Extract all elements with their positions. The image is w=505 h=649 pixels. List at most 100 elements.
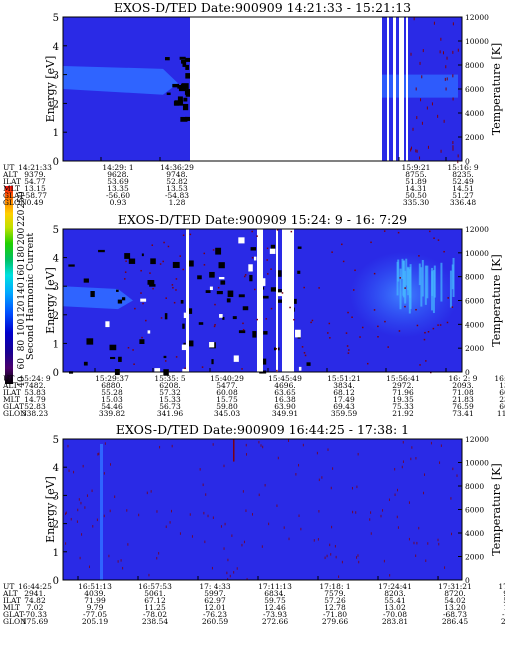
noise-mark bbox=[243, 540, 245, 544]
noise-mark bbox=[335, 555, 337, 559]
low-signal-cell bbox=[184, 116, 191, 121]
noise-mark bbox=[264, 483, 266, 487]
table-cell: 60.69 bbox=[499, 388, 505, 397]
noise-mark bbox=[245, 509, 247, 512]
y2-axis-label: Temperature [K] bbox=[490, 43, 503, 135]
noise-mark bbox=[420, 98, 422, 102]
noise-mark bbox=[373, 309, 376, 311]
table-cell: -68.73 bbox=[443, 610, 467, 619]
table-cell: 54.02 bbox=[444, 596, 466, 605]
data-gap bbox=[181, 344, 187, 351]
noise-mark bbox=[433, 237, 435, 239]
noise-mark bbox=[199, 468, 201, 471]
table-cell: 55.41 bbox=[384, 596, 405, 605]
noise-mark bbox=[260, 444, 262, 447]
table-cell: 4696. bbox=[274, 381, 295, 390]
noise-mark bbox=[298, 514, 300, 517]
noise-mark bbox=[124, 278, 126, 280]
noise-mark bbox=[396, 515, 398, 519]
noise-mark bbox=[404, 305, 406, 308]
table-cell: 23.61 bbox=[499, 395, 505, 404]
noise-mark bbox=[65, 542, 67, 545]
y2-axis-label: Temperature [K] bbox=[490, 254, 503, 346]
table-cell: 59.75 bbox=[264, 596, 286, 605]
energy-band bbox=[63, 286, 133, 310]
noise-mark bbox=[345, 332, 348, 334]
table-cell: 71.96 bbox=[392, 388, 414, 397]
panel-title: EXOS-D/TED Date:900909 14:21:33 - 15:21:… bbox=[114, 0, 411, 15]
noise-mark bbox=[437, 239, 440, 241]
noise-mark bbox=[203, 264, 206, 266]
low-signal-cell bbox=[182, 60, 187, 67]
noise-mark bbox=[140, 269, 142, 272]
panel-title: EXOS-D/TED Date:900909 15:24: 9 - 16: 7:… bbox=[118, 212, 407, 227]
noise-mark bbox=[397, 231, 400, 234]
noise-mark bbox=[355, 511, 357, 514]
noise-mark bbox=[377, 335, 379, 338]
low-signal-cell bbox=[293, 298, 297, 304]
table-cell: 17: 4:33 bbox=[199, 582, 231, 591]
data-gap bbox=[219, 314, 223, 318]
noise-mark bbox=[125, 260, 127, 262]
y-tick-label: 0 bbox=[53, 157, 59, 168]
table-cell: 8235. bbox=[452, 170, 473, 179]
table-cell: 5997. bbox=[204, 589, 225, 598]
low-signal-cell bbox=[184, 89, 194, 95]
row-label: UT bbox=[3, 582, 14, 591]
noise-mark bbox=[81, 533, 83, 536]
low-signal-cell bbox=[185, 93, 193, 97]
low-signal-cell bbox=[116, 289, 119, 292]
y-tick-label: 5 bbox=[53, 13, 59, 24]
table-cell: 53.00 bbox=[503, 596, 505, 605]
low-signal-cell bbox=[187, 340, 194, 347]
y-tick-label: 4 bbox=[53, 254, 59, 265]
y2-tick-label: 12000 bbox=[465, 435, 489, 444]
noise-mark bbox=[138, 513, 140, 517]
table-cell: 52.49 bbox=[452, 177, 474, 186]
row-label: UT bbox=[3, 374, 14, 383]
noise-mark bbox=[76, 520, 78, 523]
noise-mark bbox=[388, 498, 390, 502]
noise-mark bbox=[427, 542, 429, 545]
energy-band bbox=[63, 65, 178, 95]
noise-mark bbox=[351, 316, 353, 319]
energy-band bbox=[452, 257, 455, 298]
noise-mark bbox=[450, 497, 452, 500]
noise-mark bbox=[427, 145, 429, 149]
table-cell: 15:35: 5 bbox=[154, 374, 186, 383]
data-gap bbox=[387, 17, 389, 161]
noise-mark bbox=[179, 532, 181, 535]
table-cell: 3834. bbox=[333, 381, 354, 390]
noise-mark bbox=[443, 119, 445, 123]
table-cell: 13.15 bbox=[24, 184, 46, 193]
noise-mark bbox=[203, 252, 206, 255]
table-cell: 9.79 bbox=[87, 603, 104, 612]
noise-mark bbox=[159, 263, 162, 265]
table-cell: 53.69 bbox=[107, 177, 129, 186]
noise-mark bbox=[369, 518, 371, 521]
noise-mark bbox=[321, 476, 323, 479]
low-signal-cell bbox=[263, 331, 268, 335]
noise-mark bbox=[452, 141, 454, 145]
noise-mark bbox=[79, 556, 81, 560]
table-cell: 6880. bbox=[101, 381, 122, 390]
noise-mark bbox=[356, 485, 358, 489]
low-signal-cell bbox=[173, 101, 180, 106]
table-cell: 15:45:49 bbox=[268, 374, 302, 383]
low-signal-cell bbox=[163, 355, 167, 359]
noise-mark bbox=[148, 573, 150, 577]
noise-mark bbox=[91, 489, 93, 493]
noise-mark bbox=[341, 243, 343, 246]
table-cell: 175.69 bbox=[22, 617, 48, 626]
data-gap bbox=[298, 366, 302, 371]
noise-mark bbox=[338, 575, 340, 578]
data-gap bbox=[105, 321, 110, 328]
noise-mark bbox=[242, 490, 244, 493]
table-cell: 56.73 bbox=[159, 402, 181, 411]
noise-mark bbox=[120, 559, 122, 562]
noise-mark bbox=[347, 311, 349, 314]
noise-mark bbox=[419, 61, 421, 65]
low-signal-cell bbox=[238, 330, 246, 334]
table-cell: -76.23 bbox=[203, 610, 227, 619]
noise-mark bbox=[324, 556, 326, 560]
